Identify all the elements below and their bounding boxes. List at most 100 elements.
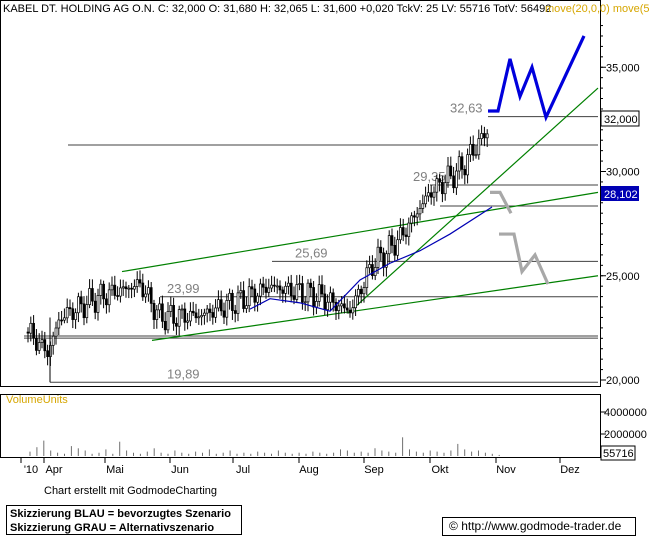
candle-body xyxy=(337,305,341,311)
x-tick-label: Jul xyxy=(236,464,250,476)
candle-body xyxy=(141,282,145,298)
candle-body xyxy=(82,303,86,319)
candle-body xyxy=(54,327,58,337)
candle-body xyxy=(219,299,223,312)
candle-body xyxy=(452,175,455,189)
y-tick-label: 20,000 xyxy=(606,375,640,387)
candle-body xyxy=(446,165,450,184)
legend-blue: Skizzierung BLAU = bevorzugtes Szenario xyxy=(10,508,231,520)
volume-tick-label: 4000000 xyxy=(604,407,647,419)
candle-body xyxy=(200,315,203,318)
candle-body xyxy=(116,295,119,297)
candle-body xyxy=(121,286,125,289)
candle-body xyxy=(323,293,327,311)
candle-body xyxy=(35,337,38,351)
candle-body xyxy=(177,309,181,327)
source-link[interactable]: © http://www.godmode-trader.de xyxy=(442,517,636,536)
candle-body xyxy=(376,246,380,268)
x-tick-label: Aug xyxy=(299,464,319,476)
ma-value-box xyxy=(601,186,639,201)
candle-body xyxy=(172,305,175,324)
candle-body xyxy=(127,287,131,290)
candle-body xyxy=(306,282,310,303)
moving-average xyxy=(249,206,493,312)
moving-average-line xyxy=(249,206,493,312)
volume-panel xyxy=(0,394,601,458)
chart-credit: Chart erstellt mit GodmodeCharting xyxy=(44,485,217,497)
candle-body xyxy=(404,234,408,237)
candle-body xyxy=(63,317,66,321)
last-volume-label: 55716 xyxy=(603,448,634,460)
candle-body xyxy=(256,295,259,303)
level-label: 19,89 xyxy=(167,366,200,381)
candle-body xyxy=(421,203,425,209)
candle-body xyxy=(267,287,271,293)
candle-body xyxy=(449,165,453,177)
candle-body xyxy=(147,287,150,295)
candle-body xyxy=(152,303,156,320)
candle-body xyxy=(331,292,335,303)
candle-body xyxy=(382,252,385,268)
candle-body xyxy=(138,279,142,284)
candle-body xyxy=(105,298,108,306)
x-tick-label: Apr xyxy=(45,464,62,476)
candle-body xyxy=(191,310,195,314)
candle-body xyxy=(60,319,63,322)
candle-body xyxy=(399,227,402,241)
candle-body xyxy=(264,286,268,293)
candle-body xyxy=(130,287,133,290)
trendline xyxy=(151,275,599,341)
volume-title: VolumeUnits xyxy=(6,394,68,406)
trendline xyxy=(347,87,599,314)
candle-body xyxy=(71,308,75,320)
candle-body xyxy=(231,292,234,311)
candle-body xyxy=(401,227,405,236)
candle-body xyxy=(354,295,357,309)
candle-body xyxy=(43,339,47,352)
candle-body xyxy=(281,289,285,294)
price-panel xyxy=(0,0,601,387)
x-tick-label: Dez xyxy=(560,464,580,476)
candle-body xyxy=(203,312,206,316)
candle-body xyxy=(410,215,413,224)
last-price-label: 32,000 xyxy=(604,114,638,126)
candle-body xyxy=(413,215,416,218)
candle-body xyxy=(225,300,229,318)
candle-body xyxy=(40,339,44,343)
candle-body xyxy=(301,283,304,303)
candle-body xyxy=(443,182,447,195)
candle-body xyxy=(295,284,299,300)
candle-body xyxy=(135,279,139,287)
candle-body xyxy=(158,303,161,311)
x-tick-label: Okt xyxy=(431,464,448,476)
candle-body xyxy=(124,286,128,290)
last-volume-box xyxy=(600,445,636,461)
candle-body xyxy=(371,264,374,276)
candle-body xyxy=(435,178,439,193)
candle-body xyxy=(480,133,483,139)
candle-body xyxy=(149,287,153,304)
candle-body xyxy=(441,181,444,195)
candle-body xyxy=(99,283,103,296)
candle-body xyxy=(228,292,231,301)
candle-body xyxy=(166,311,170,331)
scenario-sketches xyxy=(488,35,586,285)
candle-body xyxy=(343,303,346,309)
candle-body xyxy=(460,156,464,170)
candle-body xyxy=(329,292,332,303)
candle-body xyxy=(222,310,226,318)
candle-body xyxy=(169,305,173,312)
candle-body xyxy=(345,307,349,311)
candle-body xyxy=(26,331,30,334)
candle-body xyxy=(68,307,72,310)
candle-body xyxy=(197,316,201,319)
candle-body xyxy=(119,287,122,297)
candle-body xyxy=(77,296,80,314)
candle-body xyxy=(457,156,461,172)
candle-body xyxy=(144,293,147,298)
candle-body xyxy=(477,138,481,156)
x-tick-label: Nov xyxy=(496,464,516,476)
level-label: 32,63 xyxy=(450,101,483,116)
candle-body xyxy=(424,195,427,205)
